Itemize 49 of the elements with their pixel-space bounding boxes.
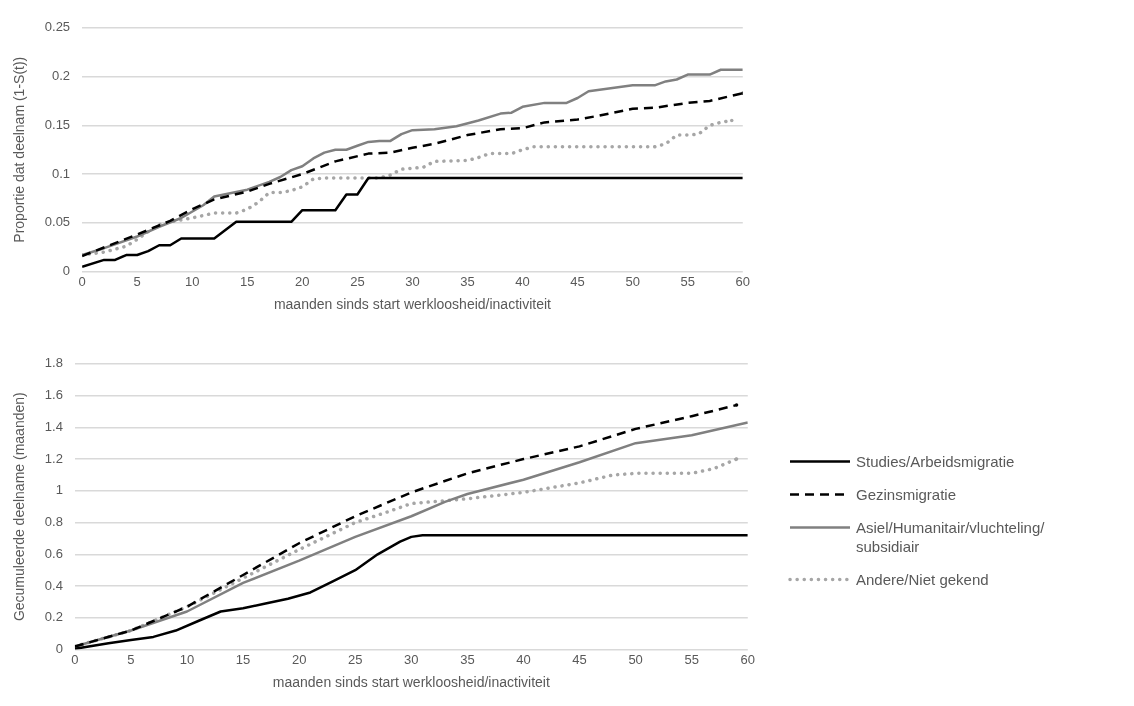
x-tick-label: 50 (628, 651, 643, 667)
x-tick-label: 45 (572, 651, 587, 667)
y-tick-label: 1 (55, 482, 63, 498)
y-tick-label: 0.05 (44, 214, 71, 230)
y-axis-title: Gecumuleerde deelname (maanden) (11, 392, 28, 622)
x-axis-title: maanden sinds start werkloosheid/inactiviteit (273, 296, 552, 313)
legend-label: Andere/Niet gekend (856, 569, 989, 589)
x-tick-label: 35 (460, 273, 475, 289)
x-tick-label: 40 (516, 651, 531, 667)
y-tick-label: 0.15 (44, 116, 71, 132)
legend-label: Gezinsmigratie (856, 484, 957, 504)
y-tick-label: 0.25 (44, 19, 71, 35)
x-tick-label: 15 (240, 273, 255, 289)
y-tick-label: 0.4 (44, 577, 63, 593)
y-tick-label: 1.4 (44, 418, 63, 434)
y-axis-title: Proportie dat deelnam (1-S(t)) (11, 56, 28, 243)
x-tick-label: 55 (684, 651, 699, 667)
x-tick-label: 20 (295, 273, 310, 289)
y-tick-label: 0.8 (44, 514, 63, 530)
y-tick-label: 1.6 (44, 387, 63, 403)
x-tick-label: 25 (350, 273, 365, 289)
x-tick-label: 30 (405, 273, 420, 289)
x-tick-label: 25 (348, 651, 363, 667)
y-tick-label: 1.2 (44, 450, 63, 466)
x-tick-label: 60 (735, 273, 750, 289)
legend-label: Asiel/Humanitair/vluchteling/ subsidiair (856, 517, 1046, 556)
y-tick-label: 0 (62, 263, 71, 279)
y-tick-label: 0.6 (44, 545, 63, 561)
x-tick-label: 50 (625, 273, 640, 289)
x-tick-label: 10 (179, 651, 195, 667)
x-tick-label: 30 (404, 651, 419, 667)
y-tick-label: 0.2 (44, 609, 63, 625)
x-tick-label: 60 (740, 651, 755, 667)
x-tick-label: 5 (133, 273, 141, 289)
y-tick-label: 0.2 (52, 68, 71, 84)
x-tick-label: 15 (235, 651, 251, 667)
x-tick-label: 10 (184, 273, 200, 289)
x-tick-label: 35 (460, 651, 475, 667)
x-tick-label: 45 (570, 273, 585, 289)
legend-label: Studies/Arbeidsmigratie (856, 451, 1015, 471)
x-tick-label: 55 (680, 273, 695, 289)
y-tick-label: 0 (55, 641, 63, 657)
x-tick-label: 5 (127, 651, 135, 667)
y-tick-label: 1.8 (44, 355, 63, 371)
x-tick-label: 40 (515, 273, 530, 289)
x-tick-label: 20 (291, 651, 307, 667)
x-axis-title: maanden sinds start werkloosheid/inactiviteit (272, 674, 550, 691)
x-tick-label: 0 (78, 273, 86, 289)
y-tick-label: 0.1 (52, 165, 71, 181)
